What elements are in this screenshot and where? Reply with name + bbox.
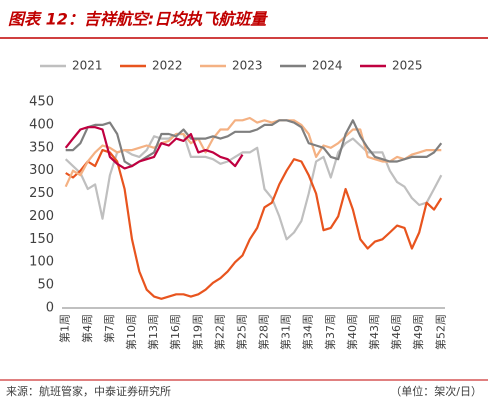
x-tick-label: 第13周 — [146, 314, 160, 350]
y-tick-label: 200 — [29, 209, 54, 224]
x-tick-label: 第52周 — [433, 314, 447, 350]
source: 来源：航班管家，中泰证券研究所 — [6, 384, 171, 398]
y-tick-label: 100 — [29, 255, 54, 270]
y-tick-label: 450 — [29, 95, 54, 110]
x-tick-label: 第16周 — [168, 314, 182, 350]
chart-title: 图表 12：吉祥航空:日均执飞航班量 — [8, 10, 268, 29]
x-tick-label: 第7周 — [102, 314, 116, 343]
series-line — [64, 126, 244, 170]
series-line — [64, 132, 443, 241]
y-tick-label: 0 — [46, 301, 54, 316]
legend-label: 2022 — [152, 59, 183, 73]
unit: （单位：架次/日） — [390, 384, 482, 398]
legend-label: 2025 — [392, 59, 423, 73]
x-tick-label: 第40周 — [345, 314, 359, 350]
x-tick-label: 第49周 — [411, 314, 425, 350]
y-tick-label: 400 — [29, 117, 54, 132]
x-tick-label: 第10周 — [124, 314, 138, 350]
legend-label: 2021 — [72, 59, 103, 73]
x-tick-label: 第1周 — [58, 314, 72, 343]
x-tick-label: 第37周 — [323, 314, 337, 350]
series-line — [64, 116, 442, 188]
y-tick-label: 50 — [37, 278, 54, 293]
legend-label: 2023 — [232, 59, 263, 73]
x-tick-label: 第25周 — [234, 314, 248, 350]
x-tick-label: 第31周 — [279, 314, 293, 350]
x-tick-label: 第22周 — [212, 314, 226, 350]
x-tick-label: 第19周 — [190, 314, 204, 350]
y-tick-label: 250 — [29, 186, 54, 201]
x-tick-label: 第34周 — [301, 314, 315, 350]
x-tick-label: 第46周 — [389, 314, 403, 350]
x-tick-label: 第4周 — [80, 314, 94, 343]
series-line — [65, 149, 443, 300]
legend-label: 2024 — [312, 59, 343, 73]
x-tick-label: 第28周 — [257, 314, 271, 350]
series-line — [65, 119, 443, 168]
y-tick-label: 350 — [29, 140, 54, 155]
y-tick-label: 150 — [29, 232, 54, 247]
x-tick-label: 第43周 — [367, 314, 381, 350]
y-tick-label: 300 — [29, 163, 54, 178]
